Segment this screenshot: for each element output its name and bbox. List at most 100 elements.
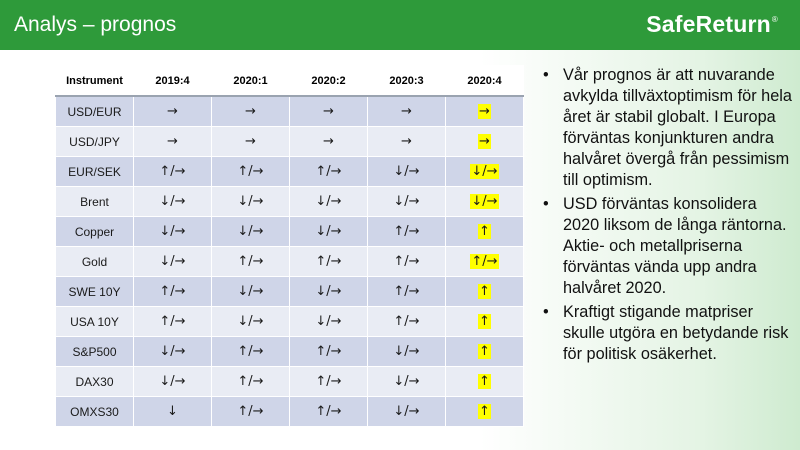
background-gradient [480,50,800,450]
header-bar: Analys – prognos SafeReturn® [0,0,800,50]
bullet-dot: • [543,303,549,321]
registered-mark: ® [771,15,778,24]
forecast-cell: ↑/→ [367,246,446,277]
forecast-cell-highlighted: ↑/→ [445,246,524,277]
forecast-cell: ↓/→ [211,306,290,337]
forecast-cell: ↓/→ [289,306,368,337]
forecast-cell: ↑/→ [367,276,446,307]
highlight-marker: → [478,134,491,149]
forecast-cell-highlighted: → [445,95,524,127]
highlight-marker: ↑ [478,344,491,359]
instrument-cell: DAX30 [55,366,134,397]
instrument-cell: Brent [55,186,134,217]
forecast-cell: ↓/→ [367,366,446,397]
table-row: USD/JPY → → → → → [55,126,524,157]
table-row: USD/EUR → → → → → [55,95,524,127]
highlight-marker: ↑ [478,314,491,329]
forecast-cell: ↓/→ [289,216,368,247]
forecast-cell: ↓/→ [289,276,368,307]
forecast-cell: ↓ [133,396,212,427]
forecast-cell: ↓/→ [367,156,446,187]
forecast-table: Instrument 2019:4 2020:1 2020:2 2020:3 2… [55,65,524,427]
forecast-cell: ↓/→ [133,246,212,277]
forecast-cell: → [133,126,212,157]
forecast-cell: ↑/→ [289,336,368,367]
bullet-item: • USD förväntas konsolidera 2020 liksom d… [537,194,795,299]
forecast-cell: ↓/→ [367,336,446,367]
forecast-cell-highlighted: ↑ [445,306,524,337]
forecast-cell: ↓/→ [133,336,212,367]
instrument-cell: USA 10Y [55,306,134,337]
bullet-dot: • [543,66,549,84]
forecast-cell: ↓/→ [367,396,446,427]
table-row: Gold ↓/→ ↑/→ ↑/→ ↑/→ ↑/→ [55,246,524,277]
table-row: Copper ↓/→ ↓/→ ↓/→ ↑/→ ↑ [55,216,524,247]
instrument-cell: S&P500 [55,336,134,367]
highlight-marker: ↑ [478,284,491,299]
bullet-item: • Vår prognos är att nuvarande avkylda ti… [537,65,795,191]
highlight-marker: ↓/→ [470,164,499,179]
forecast-cell-highlighted: ↑ [445,216,524,247]
forecast-cell-highlighted: ↑ [445,276,524,307]
column-header: 2020:1 [211,65,290,97]
table-row: Brent ↓/→ ↓/→ ↓/→ ↓/→ ↓/→ [55,186,524,217]
instrument-cell: SWE 10Y [55,276,134,307]
bullet-dot: • [543,195,549,213]
forecast-cell-highlighted: ↑ [445,396,524,427]
forecast-cell: ↓/→ [367,186,446,217]
table-row: SWE 10Y ↑/→ ↓/→ ↓/→ ↑/→ ↑ [55,276,524,307]
bullet-list: • Vår prognos är att nuvarande avkylda ti… [537,65,795,368]
forecast-cell-highlighted: ↓/→ [445,186,524,217]
forecast-cell: ↑/→ [367,306,446,337]
forecast-cell: ↑/→ [133,276,212,307]
table-row: EUR/SEK ↑/→ ↑/→ ↑/→ ↓/→ ↓/→ [55,156,524,187]
forecast-cell: ↓/→ [211,276,290,307]
forecast-cell: ↑/→ [211,246,290,277]
forecast-cell: → [289,95,368,127]
highlight-marker: ↑ [478,404,491,419]
forecast-cell: → [211,95,290,127]
bullet-item: • Kraftigt stigande matpriser skulle utgö… [537,302,795,365]
brand-logo: SafeReturn® [646,11,778,38]
forecast-cell: ↑/→ [211,366,290,397]
highlight-marker: ↓/→ [470,194,499,209]
table-row: OMXS30 ↓ ↑/→ ↑/→ ↓/→ ↑ [55,396,524,427]
bullet-text: Kraftigt stigande matpriser skulle utgör… [563,303,789,363]
bullet-text: USD förväntas konsolidera 2020 liksom de… [563,195,787,297]
forecast-cell: ↑/→ [289,246,368,277]
instrument-cell: Gold [55,246,134,277]
forecast-cell: ↑/→ [211,156,290,187]
column-header: 2020:2 [289,65,368,97]
column-header: Instrument [55,65,134,97]
table-row: USA 10Y ↑/→ ↓/→ ↓/→ ↑/→ ↑ [55,306,524,337]
forecast-cell: ↑/→ [367,216,446,247]
forecast-cell: → [367,95,446,127]
table-header-row: Instrument 2019:4 2020:1 2020:2 2020:3 2… [55,65,524,97]
forecast-cell: ↑/→ [289,366,368,397]
forecast-cell-highlighted: ↓/→ [445,156,524,187]
highlight-marker: ↑ [478,374,491,389]
highlight-marker: → [478,104,491,119]
column-header: 2020:4 [445,65,524,97]
forecast-cell: ↓/→ [133,186,212,217]
forecast-cell: → [133,95,212,127]
forecast-cell-highlighted: ↑ [445,336,524,367]
highlight-marker: ↑ [478,224,491,239]
forecast-cell: ↑/→ [211,336,290,367]
forecast-cell: → [211,126,290,157]
forecast-cell: ↑/→ [133,306,212,337]
forecast-cell: ↑/→ [211,396,290,427]
forecast-cell: ↓/→ [133,216,212,247]
forecast-cell: → [289,126,368,157]
forecast-cell: ↑/→ [289,156,368,187]
slide-title: Analys – prognos [14,13,177,36]
instrument-cell: USD/JPY [55,126,134,157]
forecast-cell: ↑/→ [289,396,368,427]
bullet-text: Vår prognos är att nuvarande avkylda til… [563,66,792,189]
table-row: DAX30 ↓/→ ↑/→ ↑/→ ↓/→ ↑ [55,366,524,397]
forecast-cell: ↑/→ [133,156,212,187]
forecast-cell-highlighted: → [445,126,524,157]
forecast-cell: ↓/→ [289,186,368,217]
column-header: 2019:4 [133,65,212,97]
forecast-cell: ↓/→ [211,216,290,247]
